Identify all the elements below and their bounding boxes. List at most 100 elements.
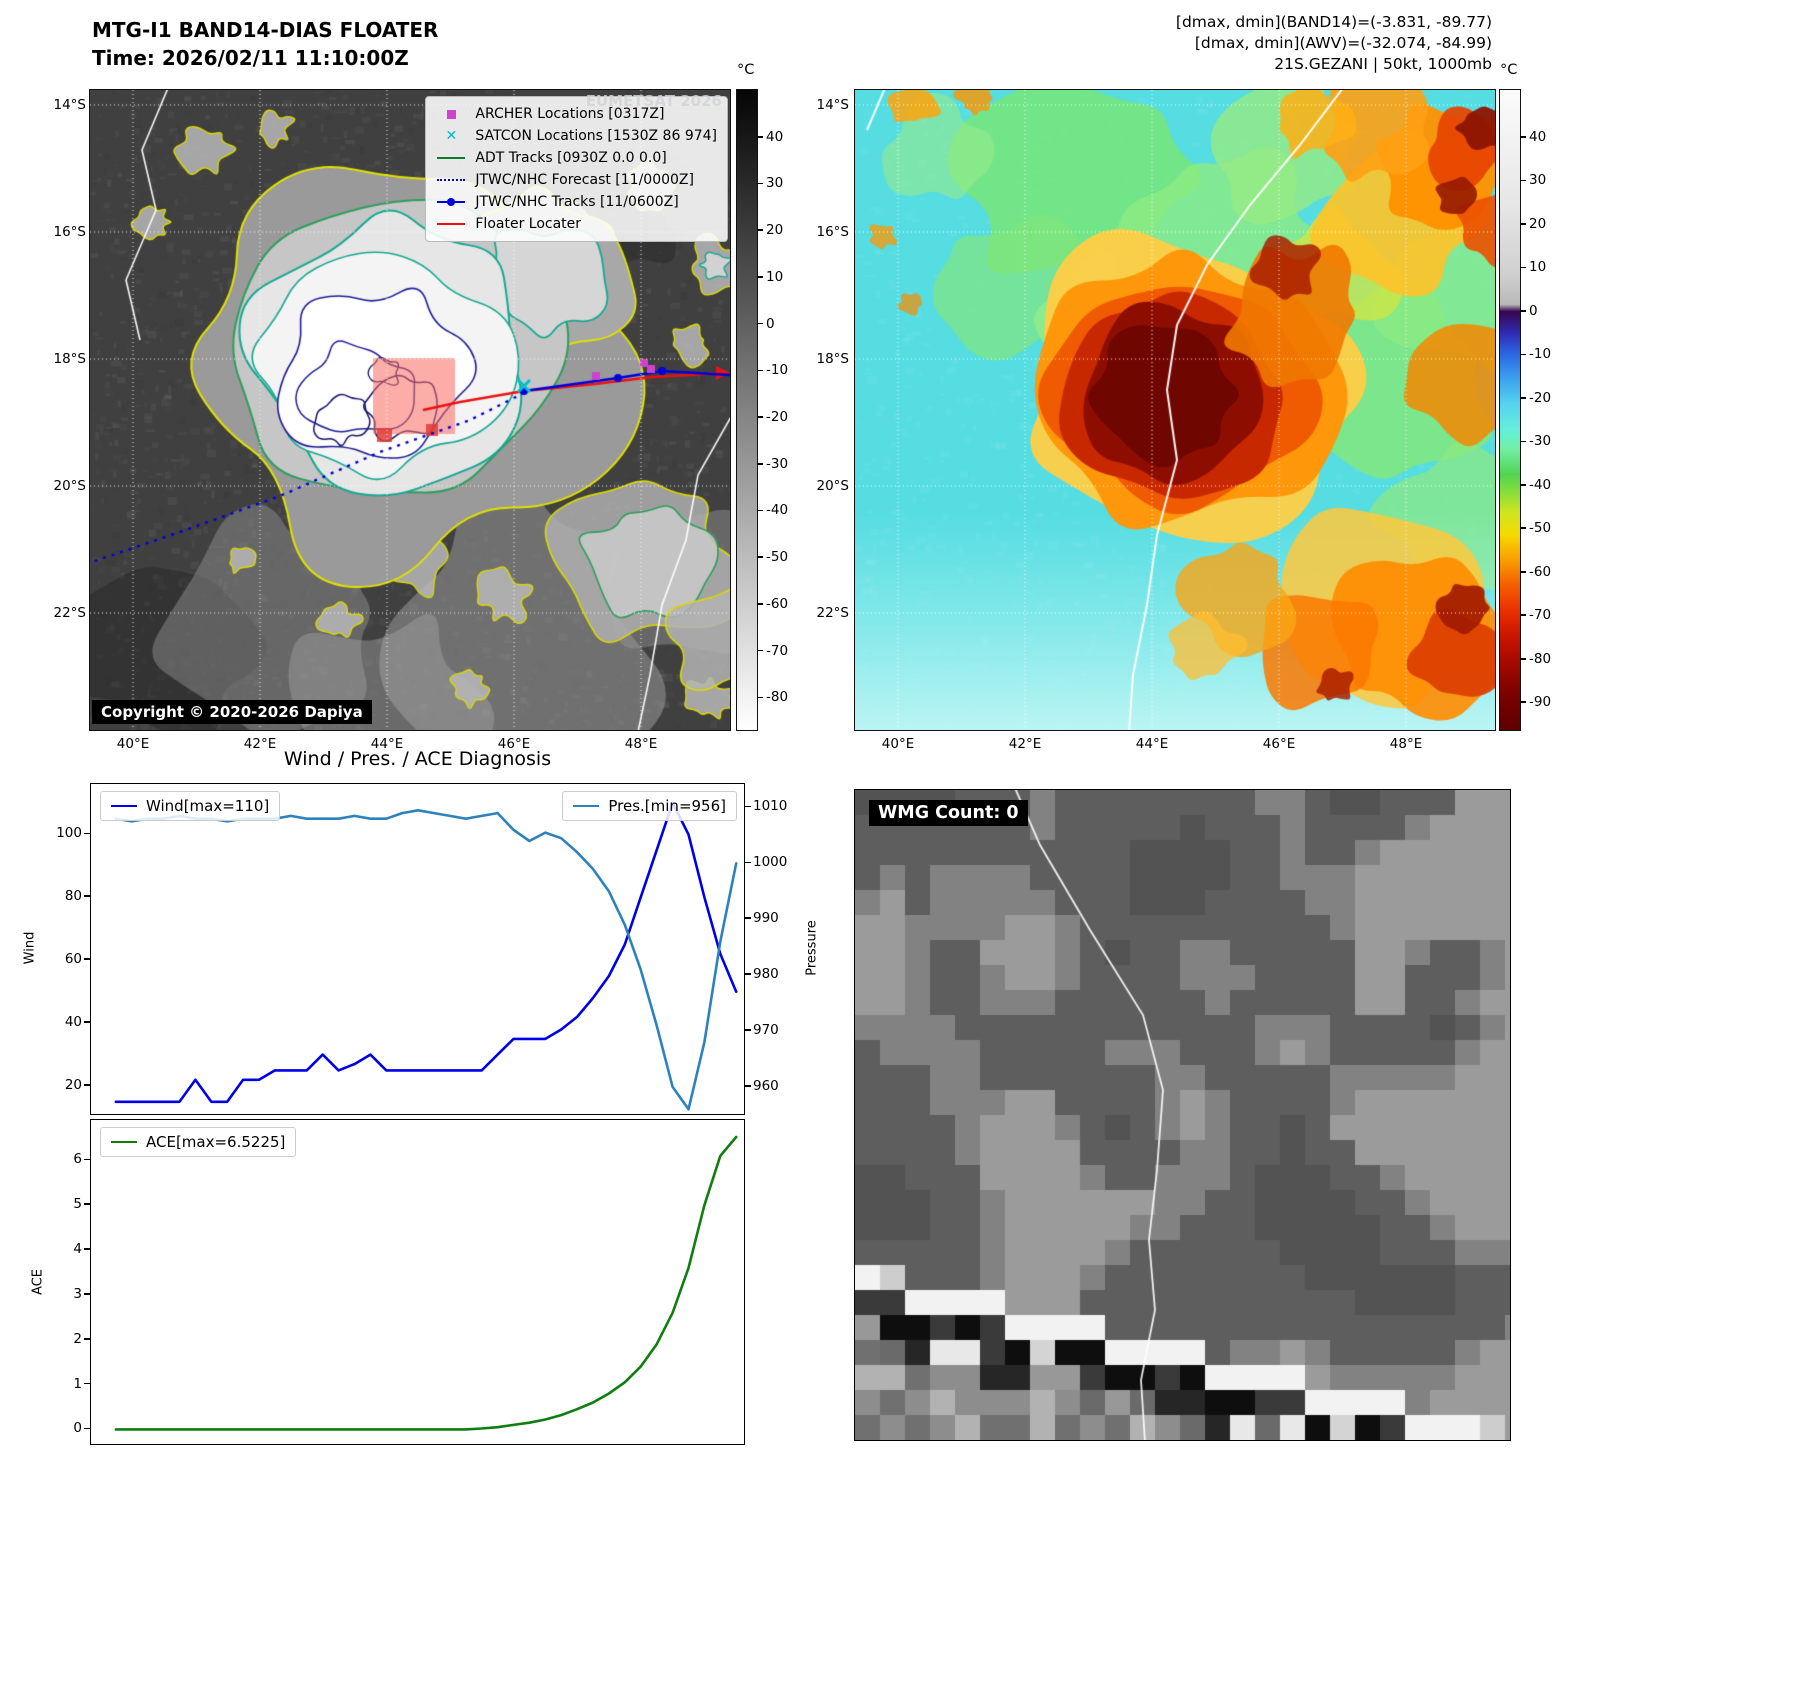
- tick-mark: [84, 1427, 90, 1430]
- wind-axis-tick: 100: [56, 825, 82, 842]
- tick-mark: [84, 1337, 90, 1340]
- tick-mark: [1520, 657, 1526, 660]
- wind-pressure-chart: [90, 783, 745, 1115]
- tick-mark: [84, 1203, 90, 1205]
- colorbar-tick-label: -80: [766, 689, 789, 706]
- tick-mark: [84, 1158, 90, 1161]
- awv-colorbar: [1499, 89, 1521, 731]
- tick-mark: [84, 832, 90, 835]
- line-marker-icon: [436, 191, 466, 213]
- tick-mark: [84, 1382, 90, 1385]
- legend-item-label: ARCHER Locations [0317Z]: [475, 106, 665, 122]
- lon-tick-label: 48°E: [624, 736, 658, 752]
- band14-legend: ARCHER Locations [0317Z] ✕ SATCON Location…: [425, 96, 728, 242]
- legend-item-label: JTWC/NHC Forecast [11/0000Z]: [475, 172, 694, 188]
- tick-mark: [757, 276, 763, 278]
- ace-axis-label: ACE: [30, 1269, 46, 1295]
- colorbar-tick-label: -30: [1529, 433, 1552, 450]
- tick-mark: [1520, 483, 1526, 486]
- colorbar-tick-label: -10: [1529, 346, 1552, 363]
- colorbar-tick-label: 10: [766, 268, 784, 285]
- square-icon: [436, 103, 466, 125]
- wind-legend: Wind[max=110]: [100, 791, 281, 821]
- awv-colorbar-unit: °C: [1500, 62, 1518, 78]
- lat-tick-label: 14°S: [816, 97, 850, 113]
- lon-tick-label: 40°E: [881, 736, 915, 752]
- colorbar-tick-label: 40: [1529, 128, 1547, 145]
- wind-axis-tick: 60: [64, 951, 82, 968]
- awv-header-line3: 21S.GEZANI | 50kt, 1000mb: [1274, 55, 1492, 73]
- tick-mark: [1520, 614, 1526, 617]
- wmg-map-canvas: [854, 789, 1511, 1441]
- colorbar-tick-label: -60: [766, 595, 789, 612]
- satellite-watermark: EUMETSAT 2026: [585, 92, 722, 110]
- tick-mark: [757, 696, 763, 699]
- tick-mark: [757, 649, 763, 652]
- ace-axis-tick: 4: [73, 1241, 82, 1258]
- lon-tick-label: 46°E: [1262, 736, 1296, 752]
- tick-mark: [745, 805, 751, 808]
- colorbar-tick-label: -20: [766, 409, 789, 426]
- ace-chart: [90, 1119, 745, 1445]
- pressure-axis-tick: 970: [753, 1022, 779, 1039]
- lat-tick-label: 22°S: [53, 605, 87, 621]
- pressure-axis-tick: 990: [753, 910, 779, 927]
- legend-item-label: ADT Tracks [0930Z 0.0 0.0]: [475, 150, 667, 166]
- pressure-legend: Pres.[min=956]: [562, 791, 737, 821]
- tick-mark: [1520, 353, 1526, 356]
- colorbar-tick-label: 0: [1529, 302, 1538, 319]
- lon-tick-label: 42°E: [243, 736, 277, 752]
- tick-mark: [745, 973, 751, 975]
- ace-axis-tick: 6: [73, 1151, 82, 1168]
- tick-mark: [1520, 701, 1526, 703]
- pressure-axis-tick: 1000: [753, 854, 788, 871]
- tick-mark: [745, 1085, 751, 1087]
- legend-item-label: JTWC/NHC Tracks [11/0600Z]: [475, 194, 679, 210]
- colorbar-tick-label: -80: [1529, 650, 1552, 667]
- ace-axis-tick: 3: [73, 1285, 82, 1302]
- wind-legend-label: Wind[max=110]: [146, 797, 270, 815]
- tick-mark: [1520, 266, 1526, 269]
- colorbar-tick-label: 10: [1529, 259, 1547, 276]
- awv-header-line2: [dmax, dmin](AWV)=(-32.074, -84.99): [1194, 34, 1492, 52]
- lon-tick-label: 44°E: [1135, 736, 1169, 752]
- tick-mark: [757, 509, 763, 512]
- lon-tick-label: 42°E: [1008, 736, 1042, 752]
- line-icon: [436, 213, 466, 235]
- lat-tick-label: 18°S: [816, 351, 850, 367]
- tick-mark: [757, 322, 763, 325]
- colorbar-tick-label: 20: [1529, 215, 1547, 232]
- tick-mark: [745, 917, 751, 920]
- copyright-text: Copyright © 2020-2026 Dapiya: [92, 700, 372, 724]
- legend-item-label: Floater Locater: [475, 216, 582, 232]
- tick-mark: [1520, 136, 1526, 138]
- lat-tick-label: 14°S: [53, 97, 87, 113]
- tick-mark: [1520, 397, 1526, 399]
- tick-mark: [757, 135, 763, 138]
- dotted-line-icon: [436, 169, 466, 191]
- wind-axis-tick: 20: [64, 1077, 82, 1094]
- diagnosis-title: Wind / Pres. / ACE Diagnosis: [283, 748, 552, 770]
- ace-legend: ACE[max=6.5225]: [100, 1127, 297, 1157]
- band14-title-line2: Time: 2026/02/11 11:10:00Z: [92, 46, 409, 70]
- series-line: [114, 801, 738, 1104]
- series-line: [114, 808, 738, 1111]
- band14-colorbar-unit: °C: [737, 62, 755, 78]
- colorbar-tick-label: 30: [1529, 172, 1547, 189]
- pressure-legend-line-icon: [573, 805, 600, 807]
- tick-mark: [757, 416, 763, 418]
- pressure-axis-tick: 980: [753, 966, 779, 983]
- ace-axis-tick: 0: [73, 1420, 82, 1437]
- tick-mark: [1520, 440, 1526, 443]
- ace-axis-tick: 2: [73, 1330, 82, 1347]
- wind-axis-tick: 80: [64, 888, 82, 905]
- pressure-axis-tick: 1010: [753, 798, 788, 815]
- tick-mark: [757, 462, 763, 465]
- colorbar-tick-label: -90: [1529, 694, 1552, 711]
- tick-mark: [84, 895, 90, 898]
- colorbar-tick-label: -70: [766, 642, 789, 659]
- band14-title-line1: MTG-I1 BAND14-DIAS FLOATER: [92, 18, 439, 42]
- band14-colorbar: [736, 89, 758, 731]
- colorbar-tick-label: -70: [1529, 607, 1552, 624]
